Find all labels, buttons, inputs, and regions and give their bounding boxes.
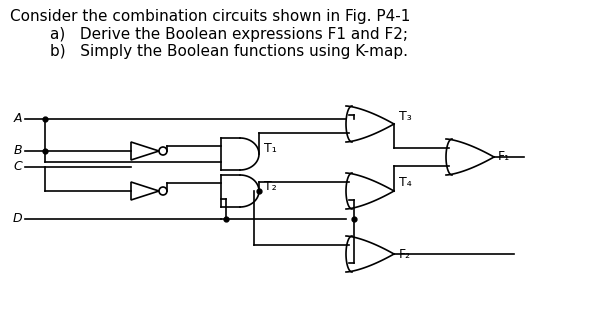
Text: F₁: F₁ <box>498 151 510 164</box>
Text: a)   Derive the Boolean expressions F1 and F2;: a) Derive the Boolean expressions F1 and… <box>50 27 408 42</box>
Text: B: B <box>14 145 22 158</box>
Text: T₃: T₃ <box>399 109 412 122</box>
Text: F₂: F₂ <box>399 248 411 261</box>
Text: T₁: T₁ <box>264 143 277 155</box>
Text: Consider the combination circuits shown in Fig. P4-1: Consider the combination circuits shown … <box>10 9 410 24</box>
Text: C: C <box>13 160 22 174</box>
Text: b)   Simply the Boolean functions using K-map.: b) Simply the Boolean functions using K-… <box>50 44 408 59</box>
Text: T₄: T₄ <box>399 176 412 189</box>
Text: D: D <box>12 212 22 226</box>
Text: A: A <box>14 113 22 125</box>
Text: T₂: T₂ <box>264 180 277 192</box>
